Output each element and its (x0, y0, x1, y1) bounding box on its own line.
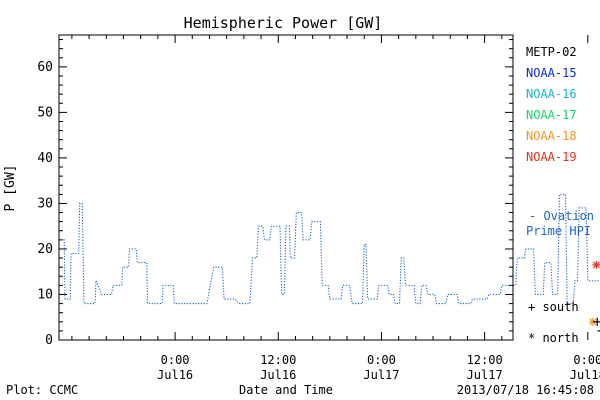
legend-entry: NOAA-17 (526, 108, 577, 122)
point-stroke (589, 318, 597, 326)
legend-entry: NOAA-19 (526, 150, 577, 164)
x-tick-time: 12:00 (260, 353, 296, 367)
y-tick-label: 40 (37, 151, 53, 166)
legend-entry: NOAA-16 (526, 87, 577, 101)
legend-entry: NOAA-15 (526, 66, 577, 80)
footer-timestamp: 2013/07/18 16:45:08 (457, 383, 594, 397)
x-tick-time: 0:00 (573, 353, 600, 367)
x-tick-date: Jul17 (467, 368, 503, 382)
legend-south-marker: + south (528, 300, 579, 314)
x-tick-date: Jul16 (157, 368, 193, 382)
legend: METP-02 NOAA-15 NOAA-16 NOAA-17 NOAA-18 NOAA-… (526, 45, 594, 345)
x-tick-date: Jul17 (363, 368, 399, 382)
legend-entry: NOAA-18 (526, 129, 577, 143)
plot-frame (58, 34, 514, 341)
y-axis-label: P [GW] (3, 165, 18, 212)
legend-north-marker: * north (528, 331, 579, 345)
ovation-series (60, 193, 600, 305)
y-tick-label: 30 (37, 196, 53, 211)
axes: 01020304050600:00Jul1612:00Jul160:00Jul1… (37, 35, 600, 382)
x-tick-time: 0:00 (367, 353, 396, 367)
legend-ovation-hpi: Prime HPI (526, 224, 591, 238)
ovation-line (60, 193, 600, 305)
x-tick-date: Jul18 (570, 368, 600, 382)
chart-title: Hemispheric Power [GW] (184, 14, 383, 32)
y-tick-label: 20 (37, 242, 53, 257)
x-tick-time: 12:00 (467, 353, 503, 367)
satellite-points (588, 260, 600, 332)
x-axis-label: Date and Time (239, 383, 333, 397)
south-point (593, 317, 600, 326)
north-point (592, 260, 600, 269)
x-tick-date: Jul16 (260, 368, 296, 382)
legend-entry: METP-02 (526, 45, 577, 59)
y-tick-label: 50 (37, 105, 53, 120)
y-tick-label: 0 (45, 333, 53, 348)
y-tick-label: 60 (37, 60, 53, 75)
legend-ovation: - Ovation (529, 209, 594, 223)
y-tick-label: 10 (37, 287, 53, 302)
footer-plot-credit: Plot: CCMC (6, 383, 78, 397)
south-point (597, 330, 600, 332)
point-stroke (592, 261, 600, 269)
x-tick-time: 0:00 (161, 353, 190, 367)
